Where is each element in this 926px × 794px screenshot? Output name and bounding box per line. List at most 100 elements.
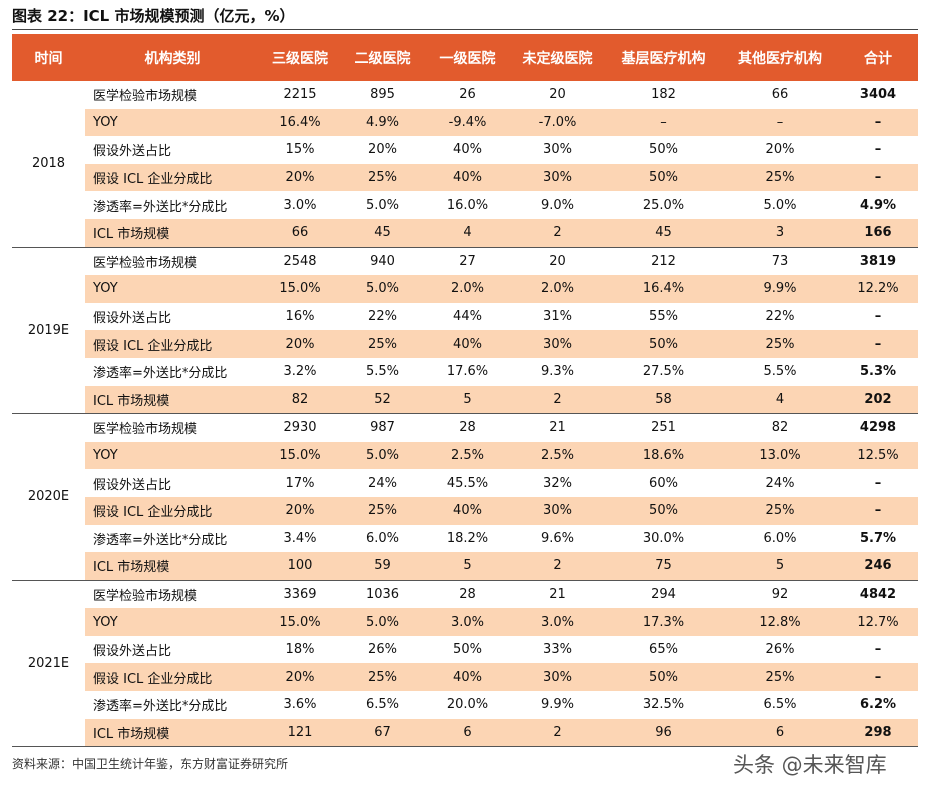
total-cell: 298 — [838, 718, 918, 748]
total-cell: 166 — [838, 218, 918, 248]
watermark: 头条 @未来智库 — [733, 753, 887, 777]
value-cell: 6.0% — [365, 530, 400, 546]
value-cell: 24% — [368, 475, 397, 491]
value-cell: 75 — [605, 552, 722, 581]
row-label: 医学检验市场规模 — [85, 246, 260, 276]
value-cell: 5 — [425, 385, 510, 414]
row-label: ICL 市场规模 — [85, 552, 260, 581]
value-cell: 182 — [651, 87, 676, 103]
value-cell: 66 — [771, 87, 789, 103]
value-cell: 92 — [722, 579, 838, 609]
value-cell: 25% — [722, 663, 838, 692]
value-cell: 13.0% — [722, 441, 838, 470]
value-cell: 45 — [340, 218, 425, 248]
source: 资料来源：中国卫生统计年鉴，东方财富证券研究所 — [12, 757, 289, 771]
table-row: ICL 市场规模 66 45 4 2 45 3 166 — [12, 218, 918, 248]
year-cell: 2019E — [12, 246, 85, 414]
value-cell: 25% — [722, 163, 838, 192]
value-cell: 3.0% — [283, 197, 317, 213]
value-cell: 17.3% — [605, 608, 722, 636]
value-cell: 3369 — [260, 579, 340, 609]
value-cell: 6 — [425, 718, 510, 748]
value-cell: 18.6% — [605, 441, 722, 470]
row-label: 假设 ICL 企业分成比 — [85, 330, 260, 358]
header-cell: 一级医院 — [425, 34, 510, 81]
value-cell: 9.0% — [540, 197, 575, 213]
total-cell: – — [838, 330, 918, 358]
value-cell: 44% — [453, 309, 482, 325]
value-cell: 30% — [510, 163, 605, 192]
total-cell: 4842 — [838, 579, 918, 609]
value-cell: 20% — [260, 663, 340, 692]
value-cell: 6 — [722, 718, 838, 748]
total-cell: 202 — [838, 385, 918, 414]
row-label: ICL 市场规模 — [85, 718, 260, 748]
row-label: YOY — [85, 608, 260, 636]
value-cell: 20% — [765, 142, 795, 158]
header-cell: 二级医院 — [340, 34, 425, 81]
header-cell: 时间 — [12, 34, 85, 81]
value-cell: 40% — [453, 142, 482, 158]
table-row: 假设外送占比 16% 22% 44% 31% 55% 22% – — [12, 303, 918, 331]
row-label: ICL 市场规模 — [85, 385, 260, 414]
total-cell: 6.2% — [859, 697, 897, 713]
row-label: 渗透率=外送比*分成比 — [93, 699, 228, 715]
header-cell: 其他医疗机构 — [722, 34, 838, 81]
value-cell: 5.0% — [340, 275, 425, 303]
value-cell: -7.0% — [510, 108, 605, 137]
value-cell: 3 — [722, 218, 838, 248]
title: 图表 22：ICL 市场规模预测（亿元，%） — [12, 7, 295, 25]
row-label: 假设 ICL 企业分成比 — [85, 496, 260, 525]
total-cell: 4298 — [838, 413, 918, 442]
value-cell: 50% — [605, 663, 722, 692]
row-label: 医学检验市场规模 — [93, 89, 198, 105]
value-cell: 82 — [260, 385, 340, 414]
table-row: ICL 市场规模 82 52 5 2 58 4 202 — [12, 385, 918, 414]
total-cell: 3404 — [859, 87, 897, 103]
value-cell: 32.5% — [642, 697, 685, 713]
value-cell: 16.4% — [605, 275, 722, 303]
value-cell: 20% — [368, 142, 397, 158]
value-cell: 25% — [340, 496, 425, 525]
value-cell: 16.0% — [446, 197, 489, 213]
value-cell: 2.0% — [425, 275, 510, 303]
value-cell: 1036 — [340, 579, 425, 609]
table-row: 渗透率=外送比*分成比 3.0% 5.0% 16.0% 9.0% 25.0% 5.0% 4.9… — [12, 191, 918, 219]
value-cell: 21 — [510, 413, 605, 442]
value-cell: 32% — [543, 475, 572, 491]
total-cell: 246 — [838, 552, 918, 581]
row-label: 假设外送占比 — [93, 144, 172, 160]
value-cell: 20 — [510, 246, 605, 276]
header-cell: 未定级医院 — [510, 34, 605, 81]
table-row: ICL 市场规模 100 59 5 2 75 5 246 — [12, 552, 918, 581]
value-cell: 3.2% — [283, 364, 317, 380]
total-cell: – — [874, 475, 882, 491]
value-cell: 25% — [340, 163, 425, 192]
value-cell: 2 — [510, 718, 605, 748]
value-cell: 6.5% — [365, 697, 400, 713]
value-cell: 2.0% — [510, 275, 605, 303]
value-cell: 50% — [605, 163, 722, 192]
year-cell: 2020E — [12, 413, 85, 581]
value-cell: 5.0% — [763, 197, 797, 213]
value-cell: 27.5% — [642, 364, 685, 380]
value-cell: 27 — [425, 246, 510, 276]
value-cell: 15.0% — [260, 608, 340, 636]
value-cell: 45 — [605, 218, 722, 248]
value-cell: 40% — [425, 496, 510, 525]
value-cell: 4 — [425, 218, 510, 248]
value-cell: 82 — [722, 413, 838, 442]
value-cell: 40% — [425, 330, 510, 358]
value-cell: 22% — [765, 309, 795, 325]
value-cell: 15% — [285, 142, 315, 158]
total-cell: 12.2% — [838, 275, 918, 303]
value-cell: 58 — [605, 385, 722, 414]
value-cell: 987 — [340, 413, 425, 442]
value-cell: 55% — [649, 309, 678, 325]
value-cell: 3.4% — [283, 530, 317, 546]
title-rule — [12, 29, 918, 30]
value-cell: 65% — [649, 642, 678, 658]
total-cell: 5.3% — [859, 364, 897, 380]
value-cell: 15.0% — [260, 441, 340, 470]
table-row: ICL 市场规模 121 67 6 2 96 6 298 — [12, 718, 918, 748]
